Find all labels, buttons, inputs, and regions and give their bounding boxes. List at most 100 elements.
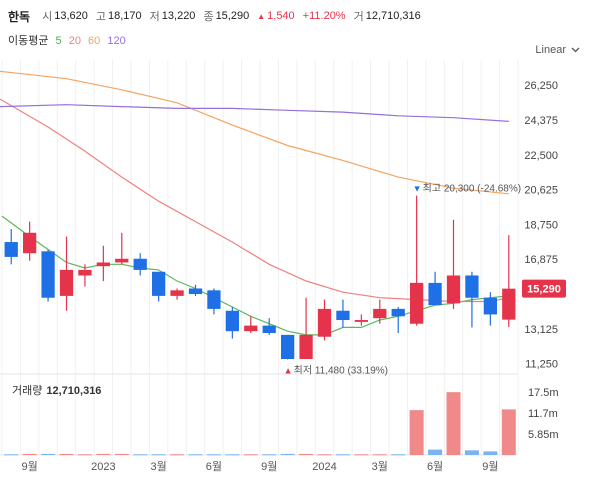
low-label: 저 — [149, 11, 160, 23]
volume-bar — [114, 453, 129, 455]
price-tick-label: 24,375 — [524, 115, 558, 127]
candles — [4, 195, 516, 360]
volume-bar — [206, 454, 221, 456]
candle-body — [502, 288, 516, 320]
price-tick-label: 20,625 — [524, 185, 558, 197]
volume-bar — [243, 454, 258, 456]
volume-bar — [96, 453, 111, 455]
x-tick-label: 2023 — [91, 461, 115, 473]
x-tick-label: 3월 — [372, 460, 388, 473]
volume-tick-label: 17.5m — [528, 387, 559, 399]
close-label: 종 — [203, 11, 214, 23]
close-value: 15,290 — [215, 10, 250, 22]
volume-bar — [133, 454, 148, 456]
change-pct: +11.20% — [302, 10, 346, 22]
volume-panel-title: 거래량 — [12, 385, 43, 397]
volume-bar — [372, 454, 387, 456]
volume-panel-value: 12,710,316 — [46, 385, 102, 397]
volume-bar — [391, 454, 406, 456]
candle-body — [207, 290, 221, 309]
volume-bar — [170, 454, 185, 456]
x-tick-label: 2024 — [312, 461, 336, 473]
x-tick-label: 9월 — [22, 460, 38, 473]
ma5-line — [1, 215, 509, 336]
candle-body — [373, 308, 387, 319]
volume-bar — [22, 453, 37, 455]
stock-name: 한독 — [8, 9, 31, 24]
x-tick-label: 9월 — [482, 460, 498, 473]
volume-panel-label: 거래량 12,710,316 — [12, 382, 101, 398]
volume-bar — [151, 454, 166, 456]
candle-body — [428, 282, 442, 306]
low-value: 13,220 — [161, 10, 196, 22]
x-tick-label: 9월 — [261, 460, 277, 473]
candle-body — [96, 262, 110, 267]
price-tick-label: 13,125 — [524, 324, 558, 336]
quote-header: 한독 시 13,620 고 18,170 저 13,220 종 15,290 ▲… — [8, 6, 429, 26]
volume-bar — [77, 454, 92, 456]
candle-body — [4, 242, 18, 257]
ma-120: 120 — [107, 35, 126, 47]
candle-body — [23, 232, 37, 254]
volume-bar — [446, 392, 461, 455]
volume-bar — [225, 454, 240, 456]
moving-average-lines — [0, 70, 509, 336]
volume-bar — [501, 409, 516, 455]
low-annotation: ▲ 최저 11,480 (33.19%) — [284, 364, 388, 376]
annotations: ▼ 최고 20,300 (-24.68%) ▲ 최저 11,480 (33.19%) — [284, 183, 521, 377]
high-annotation-text: 최고 20,300 (-24.68%) — [423, 183, 521, 195]
volume-tick-label: 11.7m — [528, 408, 558, 420]
axes: 26,250 24,375 22,500 20,625 18,750 16,875 13,1… — [22, 80, 566, 473]
candle-body — [281, 334, 295, 360]
volume-label-short: 거 — [353, 11, 364, 23]
x-tick-label: 6월 — [206, 460, 222, 473]
chevron-down-icon — [571, 47, 580, 53]
ma20-line — [0, 98, 509, 303]
candle-body — [262, 325, 276, 334]
candle-body — [115, 258, 129, 263]
price-tick-label: 22,500 — [524, 150, 558, 162]
price-tick-label: 26,250 — [524, 80, 558, 92]
volume-bar — [4, 454, 19, 456]
volume-bar — [335, 454, 350, 456]
open-value: 13,620 — [54, 10, 88, 22]
volume-bar — [262, 454, 277, 456]
candle-body — [78, 269, 92, 276]
candle-body — [59, 269, 74, 296]
candle-body — [317, 308, 332, 337]
candle-body — [225, 310, 239, 332]
candle-body — [465, 275, 479, 298]
candle-body — [446, 275, 461, 304]
ma60-line — [0, 70, 509, 195]
ma-60: 60 — [88, 35, 101, 47]
volume-tick-label: 5.85m — [528, 429, 559, 441]
candle-body — [133, 258, 147, 270]
up-triangle-icon: ▲ — [257, 11, 266, 21]
volume-bar — [280, 453, 295, 455]
ma-label: 이동평균 — [8, 35, 49, 47]
low-annotation-text: 최저 11,480 (33.19%) — [294, 364, 388, 376]
current-price-tag — [522, 279, 566, 298]
ma120-line — [0, 104, 509, 122]
candle-body — [391, 308, 405, 317]
scale-dropdown[interactable]: Linear — [535, 44, 580, 56]
moving-average-legend[interactable]: 이동평균 5 20 60 120 — [8, 32, 130, 48]
candle-body — [41, 251, 55, 298]
candle-body — [188, 288, 203, 295]
volume-bar — [464, 450, 479, 455]
volume-bars — [4, 392, 516, 456]
candle-body — [483, 297, 497, 315]
volume-bar — [299, 453, 314, 455]
volume-bar — [59, 453, 74, 455]
change-value: 1,540 — [267, 10, 295, 22]
high-annotation: ▼ 최고 20,300 (-24.68%) — [413, 183, 521, 195]
ma-5: 5 — [55, 35, 62, 47]
volume-bar — [317, 454, 332, 456]
candle-body — [170, 290, 184, 296]
high-label: 고 — [95, 11, 106, 23]
current-price-label: 15,290 — [527, 284, 561, 296]
open-label: 시 — [42, 11, 53, 23]
volume-value: 12,710,316 — [365, 10, 421, 22]
x-tick-label: 6월 — [427, 460, 443, 473]
